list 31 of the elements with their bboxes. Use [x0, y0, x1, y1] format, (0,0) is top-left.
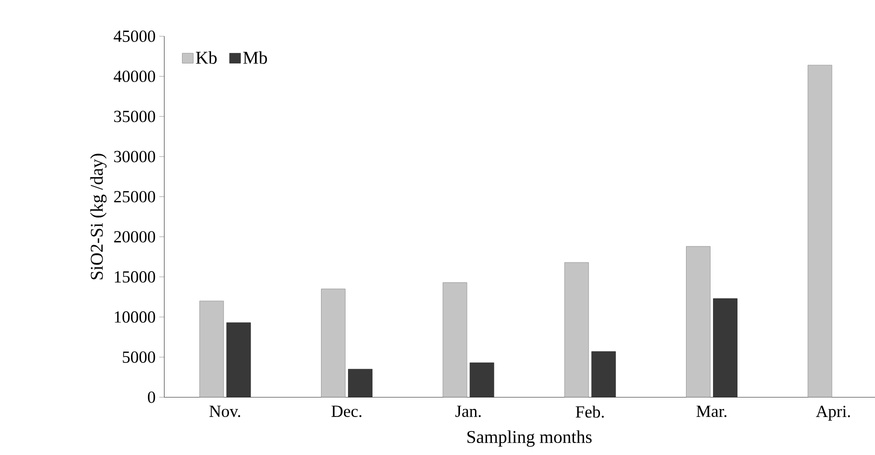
bar [686, 246, 710, 398]
bar [713, 298, 738, 398]
legend-label: Kb [196, 51, 217, 64]
x-tick-label: Apri. [816, 406, 850, 421]
bar [564, 262, 589, 398]
bar [808, 64, 832, 398]
x-axis-title: Sampling months [467, 430, 592, 447]
bar [470, 362, 494, 398]
y-tick-label: 25000 [114, 190, 156, 202]
bar [442, 282, 468, 398]
y-tick-label: 0 [148, 392, 156, 403]
x-tick-label: Feb. [576, 406, 604, 418]
y-tick-label: 15000 [114, 271, 156, 283]
y-axis-title: SiO2-Si (kg /day) [90, 154, 107, 280]
x-tick-label: Dec. [331, 406, 362, 418]
bar [591, 351, 616, 398]
bar [226, 322, 251, 398]
y-tick-label: 40000 [114, 70, 156, 82]
y-tick-label: 45000 [114, 30, 156, 42]
y-tick-label: 10000 [114, 311, 156, 323]
x-tick-label: Mar. [696, 406, 726, 418]
y-tick-label: 35000 [114, 110, 156, 122]
bar [199, 300, 224, 398]
x-tick-label: Nov. [209, 406, 240, 418]
x-tick-label: Jan. [455, 406, 481, 418]
y-tick-label: 5000 [122, 351, 156, 363]
bar [321, 288, 346, 398]
y-tick-label: 20000 [114, 231, 156, 243]
bar [348, 368, 372, 398]
y-tick-label: 30000 [114, 150, 156, 162]
legend-label: Mb [243, 51, 267, 64]
